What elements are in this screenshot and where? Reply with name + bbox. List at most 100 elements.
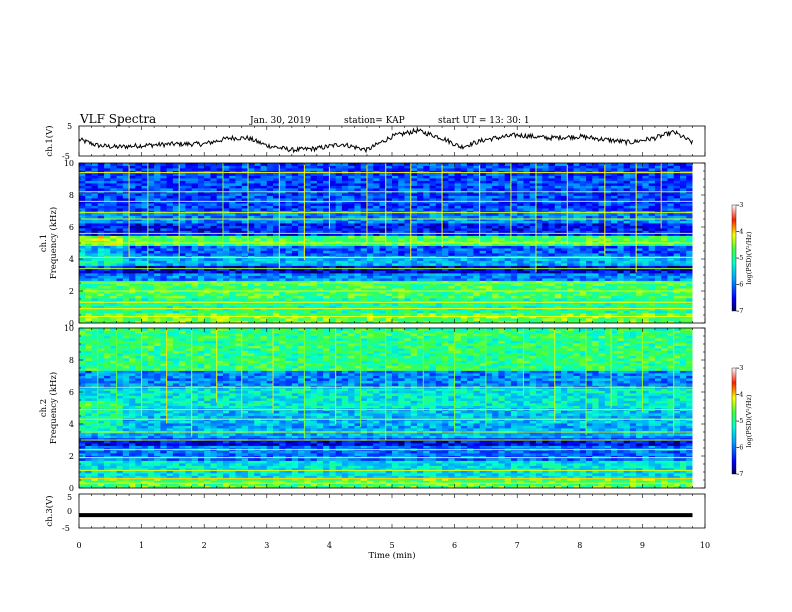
spectrogram-cell [429, 223, 437, 226]
spectrogram-cell [116, 213, 124, 216]
spectrogram-cell [79, 228, 86, 231]
spectrogram-cell [417, 200, 424, 204]
spectrogram-cell [298, 238, 305, 241]
spectrogram-cell [154, 170, 161, 174]
spectrogram-cell [141, 288, 149, 291]
spectrogram-cell [454, 303, 462, 306]
spectrogram-cell [448, 260, 455, 264]
spectrogram-cell [423, 275, 430, 279]
spectrogram-cell [97, 188, 105, 191]
spectrogram-cell [473, 245, 481, 249]
spectrogram-cell [485, 253, 493, 256]
spectrogram-cell [185, 270, 193, 274]
spectrogram-cell [91, 320, 99, 324]
spectrogram-cell [442, 288, 449, 291]
spectrogram-cell [104, 298, 111, 301]
spectrogram-cell [329, 220, 337, 224]
spectrogram-cell [79, 223, 86, 226]
spectrogram-cell [273, 215, 280, 219]
spectrogram-cell [248, 258, 255, 261]
spectrogram-cell [154, 245, 161, 249]
spectrogram-cell [435, 293, 443, 296]
spectrogram-cell [510, 188, 518, 191]
spectrogram-cell [423, 163, 430, 166]
spectrogram-cell [341, 185, 349, 189]
spectrogram-cell [229, 245, 236, 249]
spectrogram-cell [222, 295, 230, 299]
spectrogram-cell [122, 293, 130, 296]
spectrogram-cell [285, 243, 293, 246]
spectrogram-cell [360, 275, 368, 279]
spectrogram-cell [304, 210, 312, 214]
spectrogram-cell [360, 265, 368, 269]
spectrogram-cell [185, 235, 193, 239]
spectrogram-cell [385, 238, 393, 241]
spectrogram-cell [517, 258, 524, 261]
spectrogram-cell [379, 188, 387, 191]
spectrogram-cell [429, 243, 437, 246]
spectrogram-cell [435, 170, 443, 174]
spectrogram-cell [210, 183, 218, 186]
spectrogram-cell [166, 215, 174, 219]
spectrogram-cell [366, 220, 374, 224]
spectrogram-cell [291, 258, 299, 261]
spectrogram-cell [467, 188, 474, 191]
spectrogram-cell [204, 208, 211, 211]
spectrogram-cell [191, 238, 199, 241]
spectrogram-cell [91, 253, 99, 256]
spectrogram-cell [454, 285, 462, 289]
spectrogram-cell [254, 268, 261, 271]
spectrogram-cell [460, 313, 468, 316]
spectrogram-cell [160, 245, 168, 249]
spectrogram-cell [417, 318, 424, 321]
spectrogram-cell [273, 280, 280, 284]
spectrogram-cell [504, 225, 512, 229]
spectrogram-cell [504, 223, 512, 226]
spectrogram-cell [410, 278, 418, 281]
spectrogram-cell [316, 208, 324, 211]
spectrogram-cell [91, 258, 99, 261]
spectrogram-cell [448, 295, 455, 299]
spectrogram-cell [548, 200, 556, 204]
spectrogram-cell [410, 270, 418, 274]
header-station: station= KAP [344, 116, 405, 126]
spectrogram-cell [410, 240, 418, 244]
spectrogram-cell [341, 260, 349, 264]
spectrogram-cell [529, 285, 537, 289]
spectrogram-cell [548, 318, 556, 321]
spectrogram-cell [373, 195, 380, 199]
spectrogram-cell [373, 228, 380, 231]
spectrogram-cell [535, 178, 543, 181]
spectrogram-cell [197, 303, 205, 306]
spectrogram-cell [304, 295, 312, 299]
spectrogram-cell [510, 195, 518, 199]
spectrogram-cell [517, 278, 524, 281]
spectrogram-cell [316, 245, 324, 249]
spectrogram-cell [429, 230, 437, 234]
spectrogram-cell [260, 230, 268, 234]
spectrogram-cell [348, 293, 355, 296]
spectrogram-cell [179, 165, 186, 169]
spectrogram-cell [104, 270, 111, 274]
spectrogram-cell [404, 263, 412, 266]
spectrogram-cell [279, 268, 286, 271]
spectrogram-cell [285, 240, 293, 244]
spectrogram-cell [385, 313, 393, 316]
spectrogram-cell [85, 168, 92, 171]
spectrogram-cell [554, 288, 562, 291]
spectrogram-cell [191, 178, 199, 181]
spectrogram-cell [166, 168, 174, 171]
spectrogram-cell [529, 203, 537, 206]
spectrogram-cell [85, 195, 92, 199]
spectrogram-cell [241, 270, 249, 274]
spectrogram-cell [210, 200, 218, 204]
spectrogram-cell [172, 185, 180, 189]
spectrogram-cell [229, 253, 236, 256]
spectrogram-cell [429, 188, 437, 191]
spectrogram-cell [310, 260, 318, 264]
spectrogram-cell [129, 260, 136, 264]
spectrogram-cell [116, 170, 124, 174]
spectrogram-cell [104, 238, 111, 241]
spectrogram-cell [116, 225, 124, 229]
spectrogram-cell [285, 200, 293, 204]
